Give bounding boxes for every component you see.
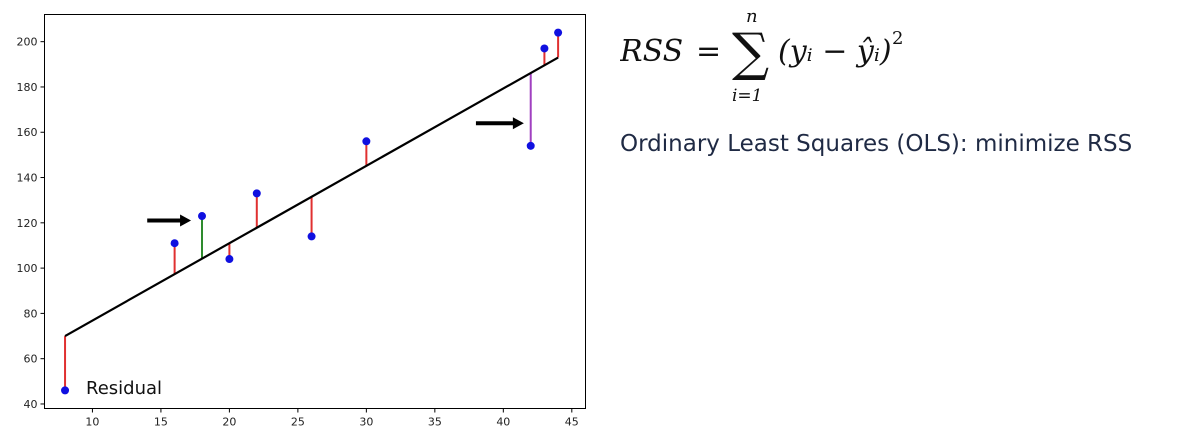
data-point bbox=[307, 232, 316, 241]
formula-equals: = bbox=[696, 34, 721, 69]
x-tick-label: 35 bbox=[428, 416, 442, 429]
y-tick-label: 120 bbox=[17, 217, 38, 230]
formula-exponent: 2 bbox=[892, 28, 903, 49]
formula-lower-limit: i=1 bbox=[732, 86, 763, 106]
x-tick-label: 40 bbox=[496, 416, 510, 429]
y-tick-label: 160 bbox=[17, 126, 38, 139]
y-tick-label: 80 bbox=[24, 307, 38, 320]
x-axis-ticks: 10 15 20 25 30 35 40 45 bbox=[85, 408, 579, 429]
y-axis-ticks: 40 60 80 100 120 140 160 180 200 bbox=[17, 36, 45, 411]
residual-lines bbox=[64, 32, 560, 391]
data-points bbox=[61, 28, 563, 395]
data-point bbox=[362, 137, 371, 146]
formula-body: (yᵢ − ŷᵢ) bbox=[778, 34, 892, 69]
data-point bbox=[554, 28, 563, 37]
y-tick-label: 200 bbox=[17, 36, 38, 49]
rss-formula: RSS = ∑ n i=1 (yᵢ − ŷᵢ) 2 bbox=[620, 6, 903, 106]
residual-label: Residual bbox=[86, 378, 162, 399]
y-tick-label: 140 bbox=[17, 172, 38, 185]
ols-description: Ordinary Least Squares (OLS): minimize R… bbox=[620, 131, 1133, 157]
arrow-icon bbox=[147, 214, 192, 227]
y-tick-label: 180 bbox=[17, 81, 38, 94]
x-tick-label: 10 bbox=[85, 416, 99, 429]
arrow-icon bbox=[475, 117, 524, 130]
y-tick-label: 60 bbox=[24, 353, 38, 366]
data-point bbox=[540, 44, 549, 53]
formula-lhs: RSS bbox=[620, 34, 683, 69]
data-point bbox=[198, 212, 207, 221]
data-point bbox=[61, 386, 70, 395]
x-tick-label: 45 bbox=[565, 416, 579, 429]
arrows bbox=[147, 117, 524, 227]
residual-chart: 10 15 20 25 30 35 40 45 40 60 80 100 120 140 160 180 20… bbox=[17, 14, 586, 429]
plot-frame bbox=[44, 14, 586, 409]
data-point bbox=[252, 189, 261, 198]
x-tick-label: 25 bbox=[291, 416, 305, 429]
data-point bbox=[526, 141, 535, 150]
x-tick-label: 20 bbox=[222, 416, 236, 429]
summation-icon: ∑ bbox=[732, 23, 769, 83]
data-point bbox=[225, 255, 234, 264]
y-tick-label: 100 bbox=[17, 262, 38, 275]
formula-upper-limit: n bbox=[746, 6, 758, 27]
y-tick-label: 40 bbox=[24, 398, 38, 411]
data-point bbox=[170, 239, 179, 248]
x-tick-label: 15 bbox=[154, 416, 168, 429]
regression-line bbox=[64, 56, 559, 337]
x-tick-label: 30 bbox=[359, 416, 373, 429]
